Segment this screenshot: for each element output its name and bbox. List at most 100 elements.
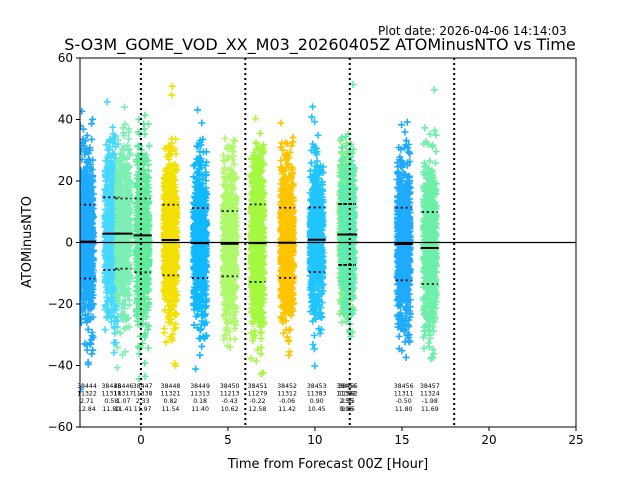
x-tick-label: 10 <box>307 433 322 447</box>
y-tick-label: −40 <box>48 359 73 373</box>
mean-value-38454: 2.55 <box>339 398 353 405</box>
series-points-38453 <box>306 103 327 370</box>
std-value-38446: 11.41 <box>115 406 133 413</box>
x-axis-label: Time from Forecast 00Z [Hour] <box>227 457 429 472</box>
orbit-number-38445: 38445 <box>101 383 121 390</box>
plot-date-label: Plot date: 2026-04-06 14:14:03 <box>378 24 567 38</box>
scatter-markers <box>219 135 240 351</box>
y-tick-label: 20 <box>58 174 73 188</box>
mean-value-38447: 2.33 <box>136 398 150 405</box>
y-tick-label: 0 <box>65 236 73 250</box>
orbit-number-38447: 38447 <box>133 383 153 390</box>
obs-count-38449: 11313 <box>190 391 210 398</box>
obs-count-38452: 11312 <box>277 391 297 398</box>
obs-count-38445: 11318 <box>101 391 121 398</box>
orbit-number-38452: 38452 <box>277 383 297 390</box>
std-value-38449: 11.40 <box>191 406 209 413</box>
obs-count-38455: 11392 <box>338 391 358 398</box>
std-value-38448: 11.54 <box>162 406 180 413</box>
orbit-number-38444: 38444 <box>77 383 97 390</box>
scatter-markers <box>160 82 181 370</box>
std-value-38455: 9.95 <box>341 406 355 413</box>
std-value-38447: 11.97 <box>134 406 152 413</box>
scatter-markers <box>132 111 153 383</box>
std-value-38454: 9.95 <box>339 406 353 413</box>
series-points-38451 <box>247 115 268 378</box>
mean-value-38448: 0.82 <box>164 398 178 405</box>
x-tick-label: 20 <box>481 433 496 447</box>
obs-count-38447: 11338 <box>133 391 153 398</box>
y-tick-label: 60 <box>58 51 73 65</box>
y-tick-label: −60 <box>48 420 73 434</box>
scatter-markers <box>306 103 327 370</box>
mean-value-38449: 0.18 <box>193 398 207 405</box>
y-tick-label: −20 <box>48 297 73 311</box>
obs-count-38448: 11321 <box>161 391 181 398</box>
obs-count-38454: 11392 <box>336 391 356 398</box>
x-tick-label: 15 <box>394 433 409 447</box>
orbit-number-38450: 38450 <box>220 383 240 390</box>
std-value-38457: 11.69 <box>421 406 439 413</box>
obs-count-38450: 11213 <box>220 391 240 398</box>
obs-count-38451: 11279 <box>248 391 268 398</box>
y-tick-label: 40 <box>58 113 73 127</box>
series-points-38448 <box>160 82 181 370</box>
series-points-38456 <box>393 118 414 361</box>
y-axis-label: ATOMinusNTO <box>20 196 35 288</box>
orbit-stats-layer: 38444113222.7112.8438445113180.5811.8038… <box>77 383 440 413</box>
obs-count-38444: 11322 <box>77 391 97 398</box>
scatter-markers <box>419 86 440 363</box>
mean-value-38457: -1.98 <box>422 398 438 405</box>
orbit-number-38446: 38446 <box>114 383 134 390</box>
series-points-38444 <box>80 107 97 393</box>
mean-value-38452: -0.06 <box>279 398 295 405</box>
std-value-38456: 11.80 <box>395 406 413 413</box>
series-points-38449 <box>190 106 211 373</box>
x-tick-label: 5 <box>224 433 232 447</box>
std-value-38451: 12.58 <box>249 406 267 413</box>
scatter-markers <box>393 118 414 361</box>
x-tick-label: 25 <box>568 433 583 447</box>
obs-count-38453: 11383 <box>307 391 327 398</box>
mean-value-38450: -0.43 <box>222 398 238 405</box>
scatter-markers <box>190 106 211 373</box>
orbit-number-38449: 38449 <box>190 383 210 390</box>
std-value-38453: 10.45 <box>308 406 326 413</box>
scatter-markers <box>247 115 268 378</box>
mean-value-38453: 0.90 <box>310 398 324 405</box>
orbit-number-38457: 38457 <box>420 383 440 390</box>
obs-count-38446: 11317 <box>114 391 134 398</box>
mean-value-38446: 1.07 <box>117 398 131 405</box>
std-value-38452: 11.42 <box>278 406 296 413</box>
obs-count-38457: 11324 <box>420 391 440 398</box>
mean-value-38455: 2.55 <box>341 398 355 405</box>
orbit-number-38448: 38448 <box>161 383 181 390</box>
mean-value-38451: -0.22 <box>250 398 266 405</box>
series-points-38457 <box>419 86 440 363</box>
obs-count-38456: 11311 <box>394 391 414 398</box>
mean-value-38444: 2.71 <box>80 398 94 405</box>
x-tick-label: 0 <box>137 433 145 447</box>
scatter-markers <box>80 107 97 393</box>
axes-layer: 0 5 10 15 20 25 −60 −40 −20 0 20 40 60 <box>48 51 584 447</box>
orbit-number-38454: 38454 <box>336 383 356 390</box>
reference-lines-layer <box>80 58 576 427</box>
orbit-number-38453: 38453 <box>307 383 327 390</box>
orbit-number-38451: 38451 <box>248 383 268 390</box>
series-points-38452 <box>277 119 298 359</box>
series-points-38447 <box>132 111 153 383</box>
